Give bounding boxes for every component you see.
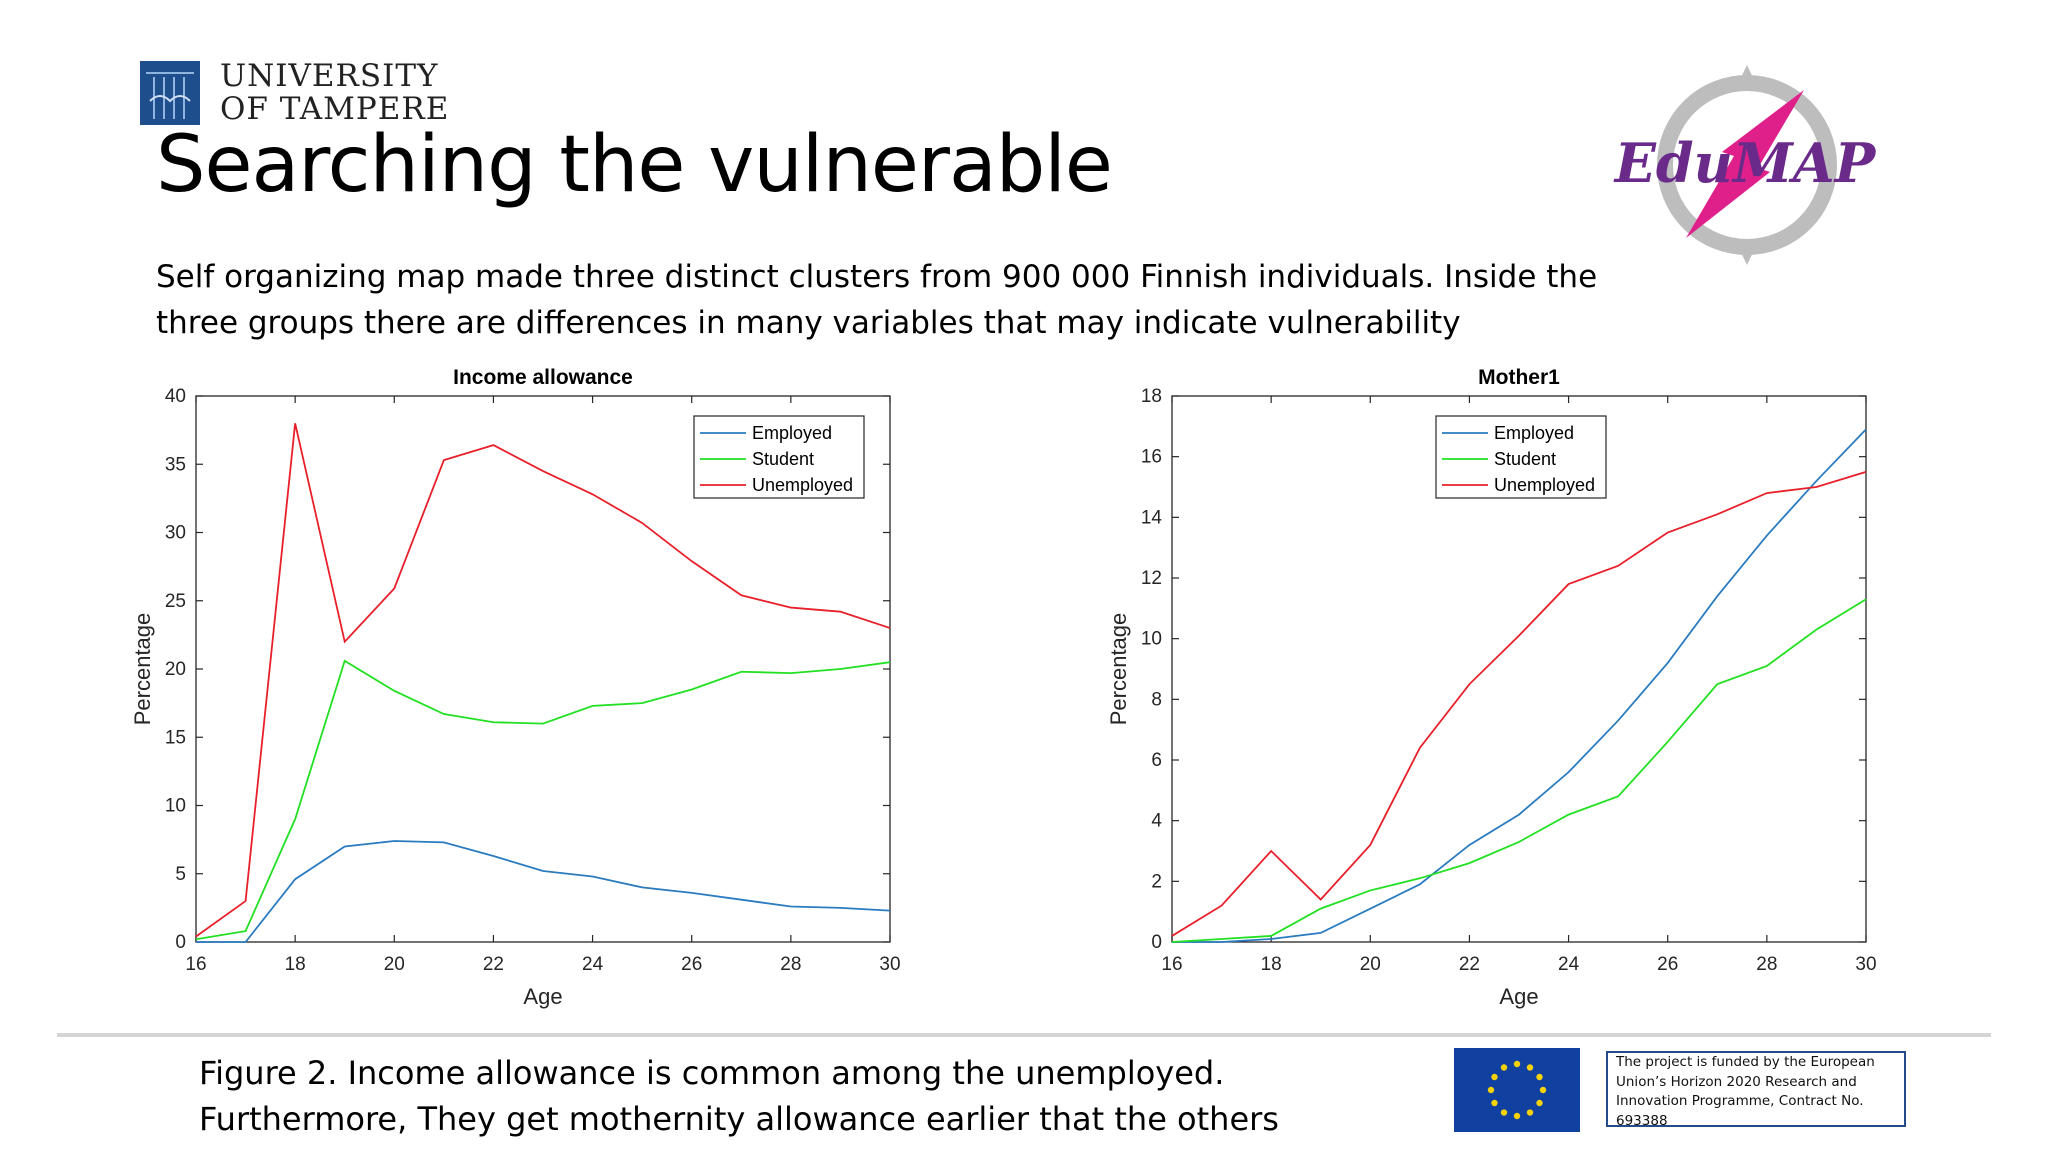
university-line1: UNIVERSITY: [220, 58, 439, 94]
x-tick-label: 22: [483, 954, 504, 975]
legend-entry: Student: [752, 449, 814, 469]
y-tick-label: 40: [165, 386, 186, 407]
university-line2: OF TAMPERE: [220, 91, 450, 127]
y-tick-label: 10: [1141, 629, 1162, 650]
income-allowance-chart: 16 18 20 22 24 26 28 30 0 5 10 15 20 25 30 35 40 Income a…: [130, 366, 901, 1009]
x-tick-label: 18: [1261, 954, 1282, 975]
edumap-wordmark: EduMAP: [1613, 131, 1877, 195]
eu-star-icon: [1500, 1109, 1508, 1116]
caption-line1: Figure 2. Income allowance is common amo…: [199, 1054, 1225, 1092]
eu-flag-icon: [1454, 1048, 1580, 1132]
footer-divider: [57, 1033, 1991, 1037]
x-tick-label: 24: [1558, 954, 1580, 975]
series-line-employed: [196, 840, 891, 943]
legend-entry: Student: [1494, 449, 1556, 469]
x-tick-label: 24: [582, 954, 604, 975]
x-tick-label: 26: [681, 954, 702, 975]
subtitle-line2: three groups there are differences in ma…: [156, 305, 1461, 341]
y-tick-label: 12: [1141, 568, 1162, 589]
x-tick-label: 28: [1756, 954, 1777, 975]
y-tick-label: 25: [165, 591, 186, 612]
chart-legend: Employed Student Unemployed: [693, 415, 865, 499]
chart-legend: Employed Student Unemployed: [1435, 415, 1607, 499]
y-tick-label: 30: [165, 523, 186, 544]
eu-star-icon: [1513, 1112, 1521, 1120]
eu-star-icon: [1513, 1060, 1521, 1068]
eu-star-icon: [1536, 1099, 1543, 1107]
chart-title: Income allowance: [453, 366, 633, 389]
x-tick-label: 26: [1657, 954, 1678, 975]
y-tick-label: 15: [165, 727, 186, 748]
series-line-unemployed: [1171, 470, 1867, 937]
eu-star-icon: [1487, 1086, 1495, 1094]
y-tick-label: 6: [1151, 750, 1162, 771]
x-tick-label: 30: [1855, 954, 1876, 975]
funding-line3: Innovation Programme, Contract No.: [1616, 1093, 1864, 1109]
pillars-emblem: [140, 61, 200, 125]
y-axis-label: Percentage: [130, 613, 155, 726]
y-tick-label: 16: [1141, 447, 1162, 468]
y-axis-label: Percentage: [1106, 613, 1131, 726]
x-tick-label: 20: [384, 954, 405, 975]
eu-star-icon: [1491, 1073, 1498, 1081]
x-tick-label: 30: [879, 954, 900, 975]
eu-star-icon: [1491, 1099, 1498, 1107]
subtitle-line1: Self organizing map made three distinct …: [156, 259, 1598, 295]
y-tick-label: 4: [1151, 811, 1162, 832]
y-tick-label: 18: [1141, 386, 1162, 407]
eu-star-icon: [1536, 1073, 1543, 1081]
university-logo: UNIVERSITY OF TAMPERE: [140, 60, 449, 126]
figure-caption: Figure 2. Income allowance is common amo…: [199, 1050, 1279, 1142]
university-emblem-icon: [140, 61, 200, 125]
y-tick-label: 2: [1151, 871, 1162, 892]
x-tick-label: 28: [780, 954, 801, 975]
series-line-student: [195, 659, 891, 941]
compass-south-icon: [1736, 242, 1758, 265]
chart-title: Mother1: [1478, 366, 1560, 389]
eu-star-icon: [1526, 1109, 1534, 1116]
legend-entry: Unemployed: [1494, 475, 1595, 495]
y-tick-label: 5: [175, 864, 186, 885]
eu-star-icon: [1526, 1064, 1534, 1071]
mother1-chart: 16 18 20 22 24 26 28 30024681012141618Mother1Ag…: [1106, 366, 1877, 1009]
funding-notice: The project is funded by the European Un…: [1606, 1051, 1906, 1129]
series-line-employed: [1172, 428, 1867, 943]
series-line-unemployed: [195, 423, 891, 938]
legend-entry: Employed: [752, 423, 832, 443]
y-tick-label: 8: [1151, 689, 1162, 710]
funding-line2: Union’s Horizon 2020 Research and: [1616, 1073, 1857, 1090]
x-tick-label: 20: [1360, 954, 1381, 975]
edumap-logo: EduMAP: [1613, 65, 1877, 265]
x-axis-label: Age: [523, 984, 562, 1009]
compass-needle-icon: [1686, 90, 1804, 238]
series-line-student: [1171, 598, 1867, 943]
x-tick-label: 16: [185, 954, 206, 975]
eu-stars-icon: [1454, 1048, 1580, 1132]
x-tick-label: 18: [285, 954, 306, 975]
legend-entry: Unemployed: [752, 475, 853, 495]
funding-line1: The project is funded by the European: [1616, 1054, 1875, 1070]
x-tick-label: 16: [1161, 954, 1182, 975]
y-tick-label: 0: [175, 932, 186, 953]
y-tick-label: 20: [165, 659, 186, 680]
eu-star-icon: [1539, 1086, 1547, 1094]
university-name: UNIVERSITY OF TAMPERE: [220, 60, 449, 126]
x-tick-label: 22: [1459, 954, 1480, 975]
slide-subtitle: Self organizing map made three distinct …: [156, 254, 1696, 346]
y-tick-label: 35: [165, 454, 186, 475]
funding-line4: 693388: [1616, 1112, 1668, 1129]
eu-star-icon: [1500, 1064, 1508, 1071]
compass-north-icon: [1736, 65, 1758, 88]
page-title: Searching the vulnerable: [156, 120, 1113, 210]
legend-entry: Employed: [1494, 423, 1574, 443]
caption-line2: Furthermore, They get mothernity allowan…: [199, 1100, 1279, 1138]
y-tick-label: 10: [165, 796, 186, 817]
y-tick-label: 14: [1141, 507, 1163, 528]
x-axis-label: Age: [1499, 984, 1538, 1009]
y-tick-label: 0: [1151, 932, 1162, 953]
